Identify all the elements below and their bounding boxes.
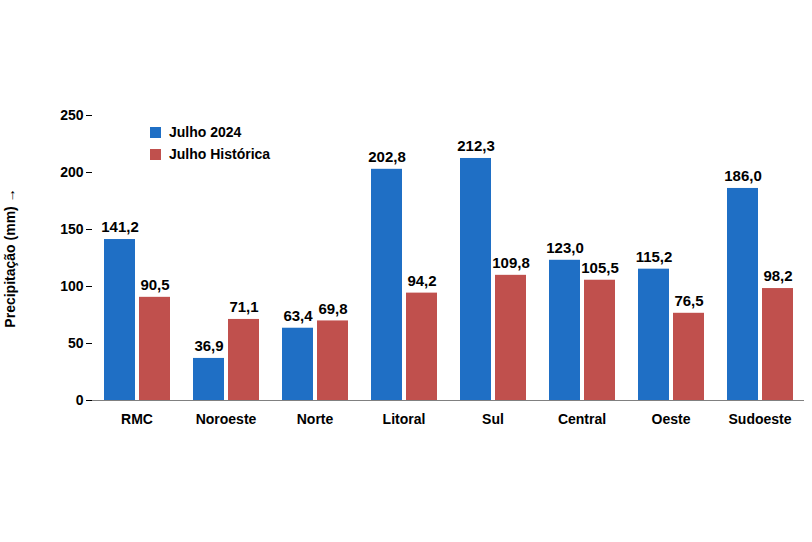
svg-text:186,0: 186,0 <box>724 167 762 184</box>
html-text:Julho 2024: Julho 2024 <box>169 124 242 140</box>
svg-text:150: 150 <box>60 221 84 237</box>
svg-text:Sul: Sul <box>482 411 504 427</box>
svg-text:63,4: 63,4 <box>283 307 313 324</box>
svg-text:Precipitação (mm) →: Precipitação (mm) → <box>2 188 18 327</box>
svg-text:50: 50 <box>68 335 84 351</box>
svg-text:105,5: 105,5 <box>581 259 619 276</box>
svg-text:123,0: 123,0 <box>546 239 584 256</box>
svg-text:Norte: Norte <box>297 411 334 427</box>
svg-text:RMC: RMC <box>121 411 153 427</box>
svg-text:90,5: 90,5 <box>140 276 169 293</box>
svg-text:Noroeste: Noroeste <box>196 411 257 427</box>
svg-text:Litoral: Litoral <box>383 411 426 427</box>
svg-text:202,8: 202,8 <box>368 148 406 165</box>
svg-text:100: 100 <box>60 278 84 294</box>
svg-text:Central: Central <box>558 411 606 427</box>
html-text:Julho Histórica: Julho Histórica <box>169 146 271 162</box>
svg-text:200: 200 <box>60 164 84 180</box>
svg-text:109,8: 109,8 <box>492 254 530 271</box>
svg-text:Oeste: Oeste <box>652 411 691 427</box>
svg-text:71,1: 71,1 <box>229 298 258 315</box>
svg-text:0: 0 <box>76 392 84 408</box>
svg-text:115,2: 115,2 <box>636 248 673 265</box>
svg-text:94,2: 94,2 <box>407 272 436 289</box>
svg-text:76,5: 76,5 <box>674 292 703 309</box>
svg-text:98,2: 98,2 <box>763 267 792 284</box>
svg-text:Sudoeste: Sudoeste <box>728 411 791 427</box>
svg-text:36,9: 36,9 <box>194 337 223 354</box>
svg-text:212,3: 212,3 <box>457 137 495 154</box>
svg-text:69,8: 69,8 <box>318 300 347 317</box>
svg-text:141,2: 141,2 <box>101 218 139 235</box>
svg-text:250: 250 <box>60 107 84 123</box>
